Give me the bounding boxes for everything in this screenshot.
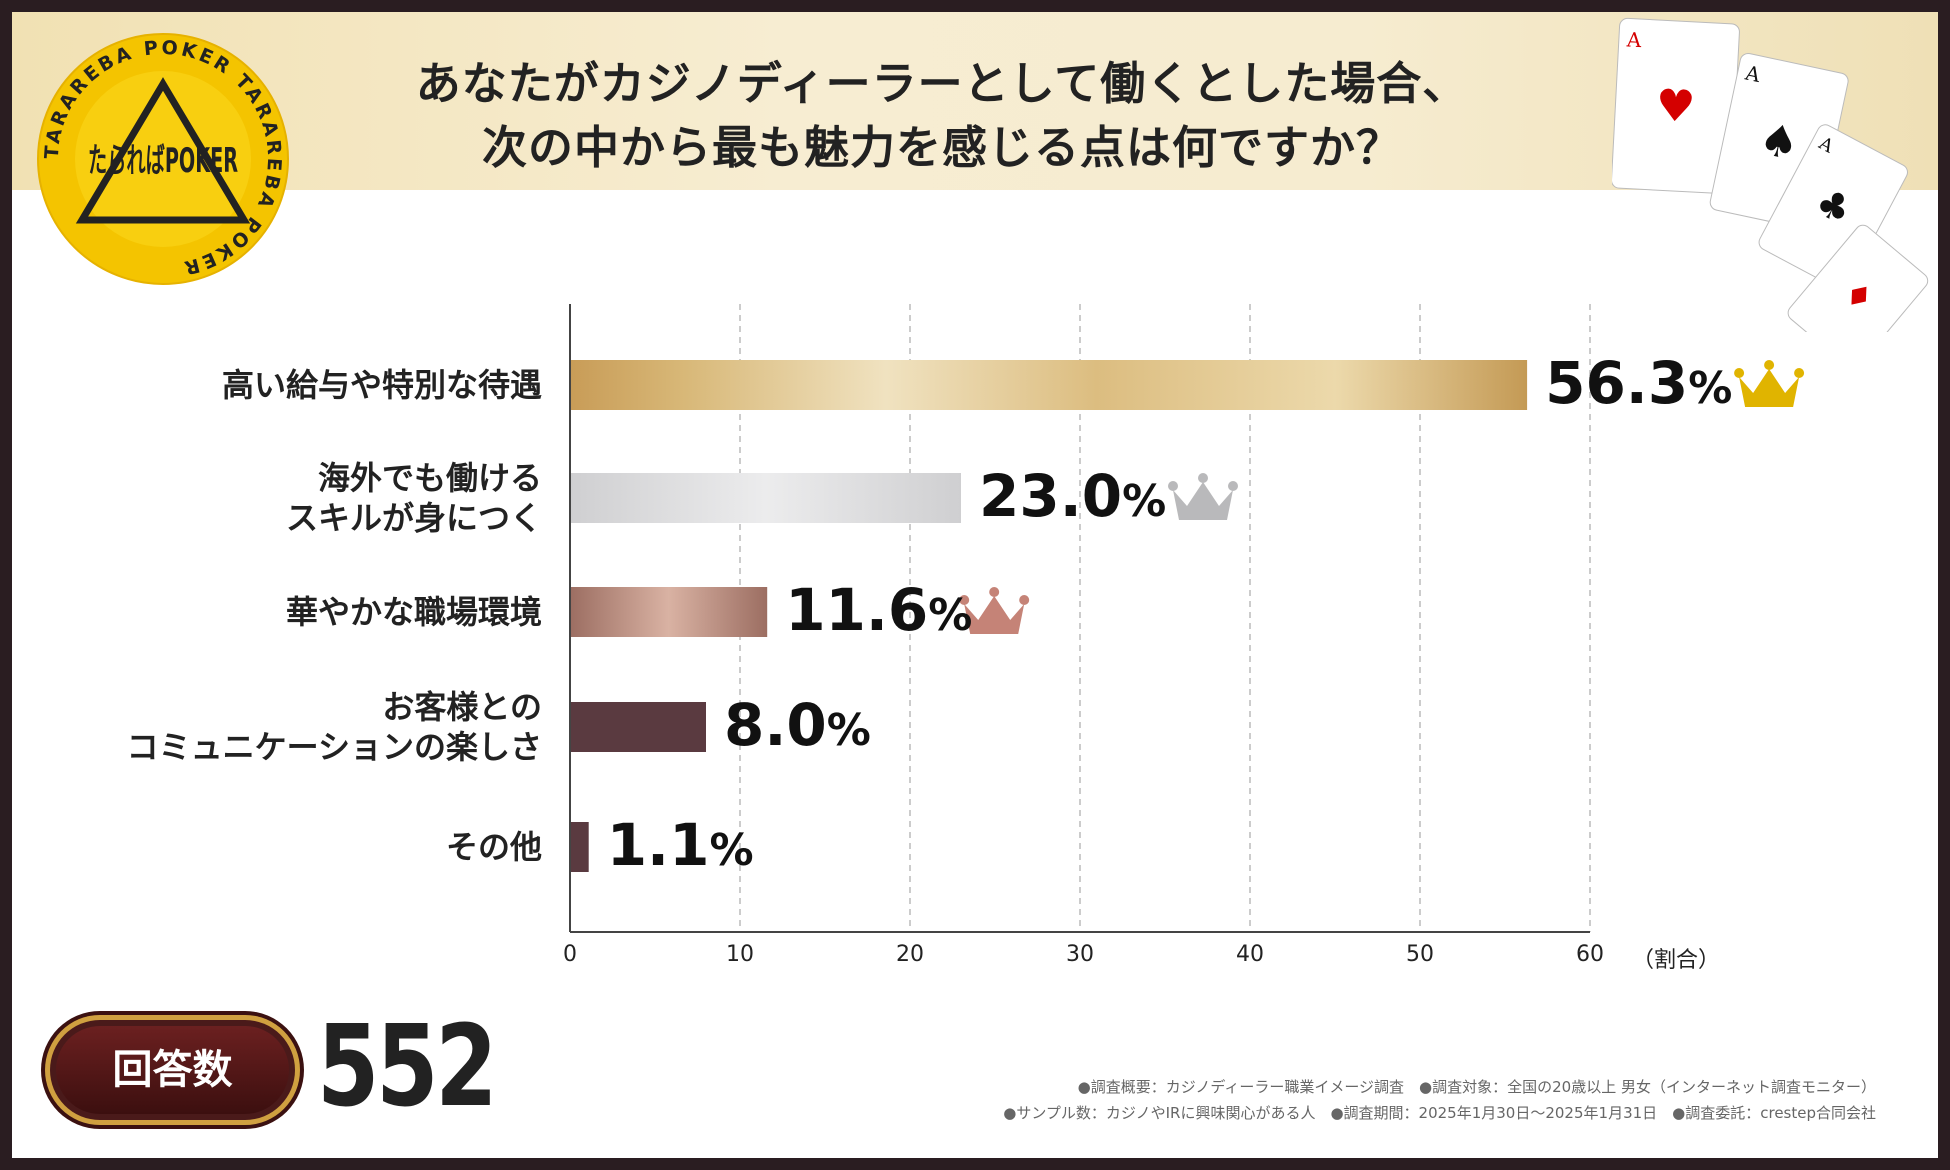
survey-notes: ●調査概要：カジノディーラー職業イメージ調査 ●調査対象：全国の20歳以上 男女… [1003,1074,1876,1126]
tarareba-poker-logo: TARAREBA POKER TARAREBA POKER たらればPOKER [37,33,289,285]
bar-2 [570,473,961,523]
responses-count: 552 [317,1002,498,1132]
x-tick-label: 40 [1236,942,1264,967]
playing-cards-decoration: A ♥ A ♠ A ♣ ♦ [1612,17,1929,332]
badge-main-text: たらればPOKER [88,141,238,181]
category-label: その他 [445,828,542,866]
value-label: 1.1% [606,811,754,879]
crown-icon [1168,473,1238,520]
survey-notes-line-2: ●サンプル数：カジノやIRに興味関心がある人 ●調査期間：2025年1月30日～… [1003,1104,1876,1122]
value-label: 23.0% [979,462,1167,530]
card-clubs: A ♣ [1758,124,1908,291]
bar-3 [570,587,768,637]
infographic-frame: あなたがカジノディーラーとして働くとした場合、 次の中から最も魅力を感じる点は何… [12,12,1938,1158]
card-rank: A [1742,60,1763,87]
x-tick-label: 30 [1066,942,1094,967]
page-title: あなたがカジノディーラーとして働くとした場合、 次の中から最も魅力を感じる点は何… [342,52,1542,180]
responses-badge: 回答数 [50,1020,295,1120]
bar-1 [570,360,1528,410]
chart-crowns [959,360,1805,634]
title-line-1: あなたがカジノディーラーとして働くとした場合、 [415,57,1469,110]
value-label: 11.6% [785,576,973,644]
x-tick-label: 10 [726,942,754,967]
crown-icon [1734,360,1805,407]
value-label: 56.3% [1545,349,1733,417]
category-label: 華やかな職場環境 [285,593,542,631]
value-label: 8.0% [724,691,871,759]
category-label: 海外でも働ける スキルが身につく [285,459,542,537]
category-label: 高い給与や特別な待遇 [221,366,542,404]
card-rank: A [1625,27,1642,52]
x-tick-label: 60 [1576,942,1604,967]
chart-bars [570,360,1528,872]
title-line-2: 次の中から最も魅力を感じる点は何ですか？ [481,121,1402,174]
x-tick-label: 50 [1406,942,1434,967]
chart-axes [569,304,1590,933]
category-label: お客様との コミュニケーションの楽しさ [126,688,542,766]
card-diamonds: ♦ [1787,224,1929,332]
bar-chart [569,304,1805,933]
survey-notes-line-1: ●調査概要：カジノディーラー職業イメージ調査 ●調査対象：全国の20歳以上 男女… [1077,1078,1876,1096]
x-tick-label: 20 [896,942,924,967]
responses-label: 回答数 [56,1026,289,1114]
heart-icon: ♥ [1654,80,1696,133]
bar-5 [570,822,589,872]
bar-4 [570,702,706,752]
crown-icon [959,587,1030,634]
x-tick-label: 0 [563,942,577,967]
x-axis-unit: （割合） [1632,948,1721,973]
